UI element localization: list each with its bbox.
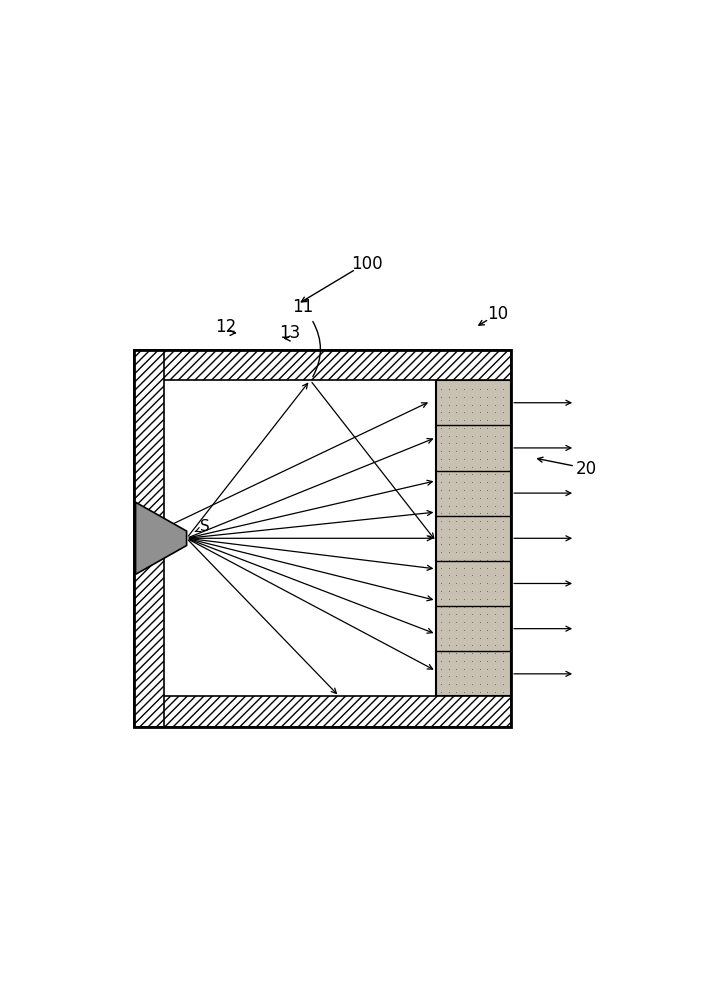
Text: 100: 100 (351, 255, 383, 273)
Text: 12: 12 (215, 318, 236, 336)
Text: 20: 20 (576, 460, 596, 478)
Text: 10: 10 (487, 305, 508, 323)
Bar (134, 350, 165, 727)
Bar (134, 350, 511, 727)
Text: 13: 13 (279, 324, 300, 342)
Bar (134, 350, 511, 727)
Polygon shape (135, 502, 187, 574)
Text: S: S (200, 519, 211, 534)
Bar (134, 696, 511, 727)
Text: 11: 11 (293, 298, 314, 316)
Bar (436, 380, 511, 696)
Bar (134, 350, 511, 380)
Bar (165, 380, 436, 696)
